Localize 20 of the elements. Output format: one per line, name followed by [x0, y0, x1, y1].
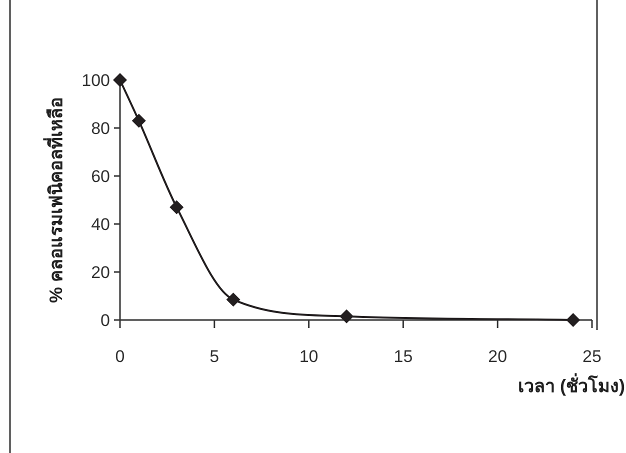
- point: [340, 309, 354, 324]
- y-tick-label: 100: [82, 71, 110, 90]
- y-axis-title: % คลอแรมเฟนิคอลที่เหลือ: [43, 96, 66, 304]
- y-tick-label: 40: [91, 215, 110, 234]
- x-tick-label: 15: [394, 347, 413, 366]
- point: [170, 200, 184, 214]
- point: [132, 114, 146, 128]
- x-tick-label: 20: [488, 347, 508, 366]
- x-tick-label: 5: [210, 347, 220, 366]
- x-axis-title: เวลา (ชั่วโมง): [518, 373, 625, 396]
- y-tick-label: 0: [100, 311, 110, 330]
- x-tick-label: 25: [582, 347, 602, 366]
- y-tick-label: 20: [91, 263, 110, 282]
- y-tick-label: 80: [91, 119, 110, 138]
- x-tick-label: 10: [299, 347, 318, 366]
- x-tick-label: 0: [115, 347, 125, 366]
- point: [113, 73, 127, 87]
- point: [226, 292, 240, 307]
- point: [566, 313, 580, 327]
- y-tick-label: 60: [91, 167, 110, 186]
